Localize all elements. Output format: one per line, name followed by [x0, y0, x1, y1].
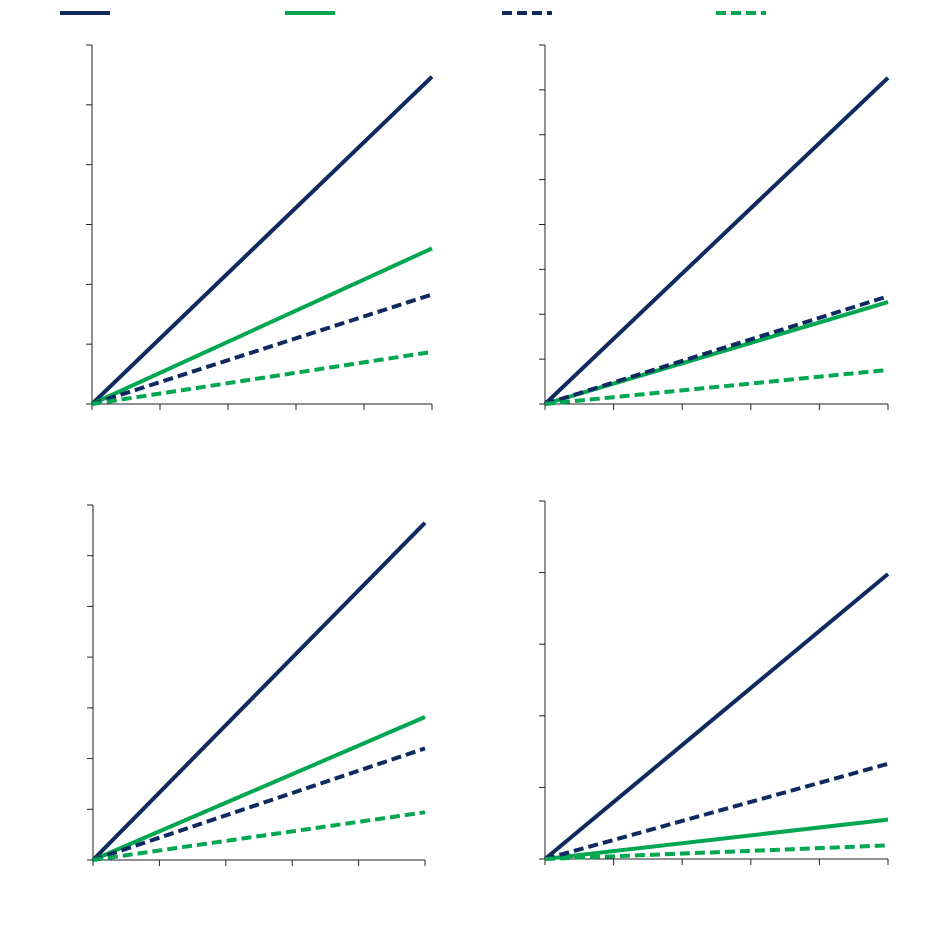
series-line-3 [544, 761, 889, 861]
series-line-2 [91, 246, 433, 406]
series-line-1 [543, 76, 890, 406]
series-line-2 [544, 300, 889, 406]
series-line-3 [92, 746, 426, 862]
series-line-4 [544, 843, 889, 861]
chart-panel-2 [539, 44, 890, 410]
chart-panel-4 [539, 500, 890, 865]
chart-panels [86, 44, 890, 866]
series-line-1 [543, 572, 890, 861]
series-line-4 [544, 367, 889, 406]
series-line-1 [90, 75, 434, 406]
series-line-3 [91, 292, 433, 406]
series-line-2 [92, 715, 426, 862]
series-line-4 [91, 349, 433, 406]
series-line-4 [92, 810, 426, 862]
series-line-2 [544, 817, 889, 861]
series-line-1 [91, 521, 427, 862]
chart-panel-1 [86, 44, 434, 410]
chart-panel-3 [87, 504, 427, 866]
